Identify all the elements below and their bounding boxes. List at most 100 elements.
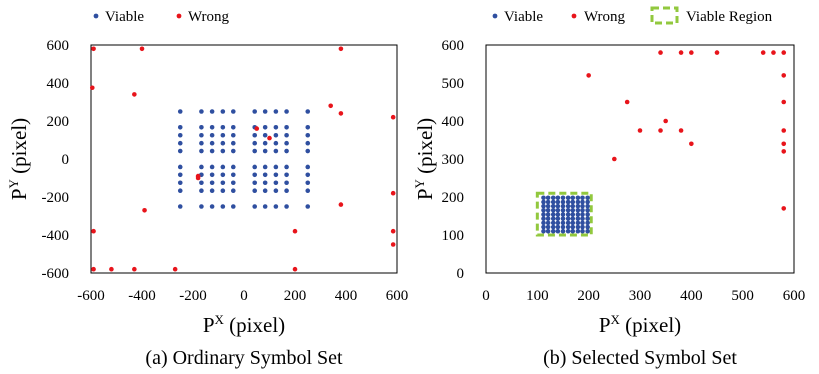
- panel-a-viable-point: [273, 148, 279, 154]
- panel-a-wrong-point: [390, 114, 396, 120]
- panel-a-viable-point: [177, 188, 183, 194]
- panel-a-viable-point: [220, 132, 226, 138]
- panel-b-viable-point: [570, 224, 576, 230]
- panel-a-viable-point: [220, 188, 226, 194]
- panel-b-x-tick-label: 400: [680, 288, 703, 304]
- panel-b-viable-point: [541, 220, 546, 226]
- panel-a-wrong-point: [139, 46, 145, 52]
- panel-b-viable-point: [585, 228, 590, 234]
- panel-b-viable-point: [555, 208, 561, 213]
- panel-b-viable-point: [541, 203, 546, 209]
- panel-b-viable-point: [550, 224, 556, 230]
- panel-b-legend-viable-label: Viable: [504, 9, 543, 25]
- panel-a-viable-point: [230, 124, 236, 130]
- panel-b-x-tick-label: 300: [629, 288, 652, 304]
- panel-a-viable-point: [209, 140, 215, 146]
- panel-b-y-tick-label: 400: [442, 114, 465, 130]
- panel-a-viable-point: [262, 109, 268, 114]
- panel-b-viable-point: [555, 224, 561, 230]
- panel-b-viable-point: [541, 216, 546, 221]
- panel-b-wrong-point: [637, 128, 643, 133]
- panel-a-legend-viable-marker: [93, 13, 99, 19]
- panel-a-viable-point: [177, 164, 183, 170]
- panel-b-viable-point: [555, 228, 561, 234]
- panel-a-viable-point: [284, 140, 289, 146]
- panel-a-wrong-point: [172, 266, 178, 272]
- panel-b-viable-point: [550, 216, 556, 221]
- panel-a-viable-point: [220, 109, 226, 114]
- panel-b-viable-point: [575, 228, 581, 234]
- panel-a-y-tick-label: -200: [42, 190, 70, 206]
- panel-b-viable-point: [580, 208, 585, 213]
- panel-b-viable-point: [555, 203, 561, 209]
- panel-a-wrong-point: [390, 242, 396, 247]
- panel-b-viable-point: [575, 208, 581, 213]
- panel-b-legend-viable-marker: [492, 13, 498, 19]
- panel-b-legend-region-label: Viable Region: [686, 9, 773, 25]
- panel-a-points: [89, 46, 396, 272]
- panel-a-viable-point: [273, 140, 279, 146]
- panel-b-viable-point: [570, 220, 576, 226]
- panel-b-viable-point: [560, 228, 566, 234]
- panel-a-viable-point: [230, 109, 236, 114]
- panel-b-viable-point: [575, 224, 581, 230]
- panel-a-viable-point: [284, 180, 289, 186]
- panel-b-plot-area: [485, 44, 795, 274]
- panel-a-viable-point: [262, 204, 268, 209]
- panel-b-viable-point: [580, 224, 585, 230]
- panel-b-viable-point: [580, 216, 585, 221]
- panel-b-viable-point: [585, 220, 590, 226]
- panel-a-wrong-point: [267, 135, 272, 141]
- panel-a-viable-point: [199, 180, 204, 186]
- panel-b-viable-point: [545, 203, 551, 209]
- panel-b-wrong-point: [714, 50, 720, 55]
- panel-a-x-axis-label: PX (pixel): [203, 312, 285, 337]
- panel-b-viable-point: [541, 195, 546, 201]
- panel-a-viable-point: [220, 180, 226, 186]
- panel-b-viable-point: [545, 212, 551, 217]
- panel-a-viable-point: [230, 180, 236, 186]
- panel-a-viable-point: [209, 204, 215, 209]
- panel-a-wrong-point: [89, 85, 95, 91]
- panel-b-wrong-point: [781, 73, 787, 78]
- panel-b-viable-point: [570, 228, 576, 234]
- panel-a-wrong-point: [328, 103, 334, 109]
- panel-b-viable-point: [580, 199, 585, 205]
- panel-b-viable-point: [560, 195, 566, 201]
- panel-a-viable-point: [209, 164, 215, 170]
- panel-a-viable-point: [284, 172, 289, 178]
- panel-a-viable-point: [262, 132, 268, 138]
- panel-b-viable-point: [575, 216, 581, 221]
- panel-b-caption: (b) Selected Symbol Set: [543, 347, 737, 369]
- panel-b-viable-point: [550, 195, 556, 201]
- panel-a-viable-point: [305, 164, 311, 170]
- panel-b-wrong-point: [678, 128, 684, 133]
- panel-b-viable-point: [550, 208, 556, 213]
- panel-a-viable-point: [273, 180, 279, 186]
- panel-a-viable-point: [284, 109, 289, 114]
- panel-a-viable-point: [284, 164, 289, 170]
- panel-b-viable-point: [585, 212, 590, 217]
- panel-a-viable-point: [220, 148, 226, 154]
- panel-a-viable-point: [262, 188, 268, 194]
- panel-a-viable-point: [273, 132, 279, 138]
- panel-b-viable-point: [585, 199, 590, 205]
- panel-a-x-tick-label: 0: [240, 288, 248, 304]
- panel-b-viable-point: [550, 212, 556, 217]
- panel-a-viable-point: [284, 132, 289, 138]
- panel-a-wrong-point: [292, 266, 298, 272]
- panel-a-viable-point: [252, 164, 258, 170]
- panel-b-viable-point: [560, 199, 566, 205]
- panel-b-y-tick-label: 100: [442, 228, 465, 244]
- panel-a-viable-point: [252, 132, 258, 138]
- panel-b-viable-region: [535, 191, 593, 237]
- panel-b-viable-point: [565, 208, 571, 213]
- panel-b-viable-point: [560, 216, 566, 221]
- panel-b-viable-point: [585, 195, 590, 201]
- panel-a-wrong-point: [91, 228, 96, 234]
- panel-b-wrong-point: [689, 141, 694, 147]
- panel-a-viable-point: [230, 140, 236, 146]
- panel-b-viable-point: [550, 203, 556, 209]
- panel-b-wrong-point: [781, 206, 787, 211]
- panel-a-y-tick-label: -600: [42, 266, 70, 282]
